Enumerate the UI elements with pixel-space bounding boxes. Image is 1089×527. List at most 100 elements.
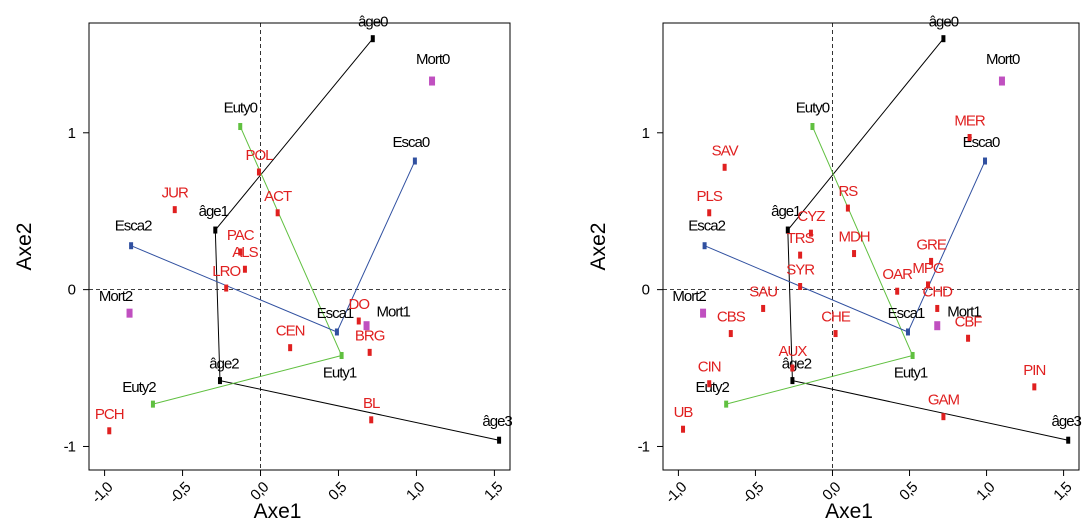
point-label-mort0: Mort0 [986,51,1020,68]
point-als [242,265,247,273]
series-line-age [214,38,500,441]
point-mpg [926,281,931,289]
x-tick-label: -0,5 [739,479,767,507]
point-label-pin: PIN [1023,362,1045,379]
point-label-age3: âge3 [1052,413,1082,430]
point-label-cen: CEN [276,323,305,340]
point-label-mpg: MPG [912,260,944,277]
y-tick-label: 0 [68,282,76,299]
point-label-pol: POL [245,147,273,164]
point-age2 [790,377,795,385]
point-trs [798,251,803,259]
point-label-gre: GRE [916,236,947,253]
point-label-euty1: Euty1 [323,365,357,382]
point-euty2 [724,400,729,408]
point-age1 [213,226,218,234]
point-label-euty2: Euty2 [122,379,156,396]
point-label-lro: LRO [212,263,240,280]
point-oar [895,287,900,295]
x-axis-label: Axe1 [254,500,302,522]
point-pls [707,209,712,217]
point-gam [941,413,946,421]
point-label-chd: CHD [923,283,954,300]
point-cen [288,344,293,352]
x-tick-label: -1,0 [88,479,116,507]
point-brg [367,348,372,356]
point-label-act: ACT [264,188,292,205]
point-label-syr: SYR [786,261,815,278]
point-cin [707,380,712,388]
point-lro [224,284,229,292]
point-mort0 [429,76,436,86]
point-label-trs: TRS [787,230,815,247]
x-tick-label: 1,5 [1050,479,1075,504]
point-label-oar: OAR [882,266,913,283]
point-label-esca2: Esca2 [688,218,725,235]
point-label-euty2: Euty2 [695,379,729,396]
point-label-esca0: Esca0 [963,134,1000,151]
point-euty1 [910,352,915,360]
point-euty0 [810,123,815,131]
y-tick-label: 1 [68,125,76,142]
point-age3 [497,436,502,444]
point-mer [967,133,972,141]
point-label-age2: âge2 [209,356,239,373]
point-age3 [1066,436,1071,444]
panel-1: -1,0 -0,5 0,0 0,5 1,0 1,5-101Axe1Axe2âge0âge1… [13,14,513,523]
point-label-bl: BL [363,395,380,412]
point-label-euty0: Euty0 [796,100,830,117]
point-syr [798,282,803,290]
point-mort1 [934,321,941,331]
point-label-esca2: Esca2 [115,218,152,235]
point-label-sav: SAV [712,142,739,159]
point-label-age2: âge2 [782,356,812,373]
x-tick-label: 0,5 [896,479,921,504]
x-tick-label: 0,5 [325,479,350,504]
point-esca1 [905,328,910,336]
point-label-che: CHE [821,309,851,326]
point-label-cbf: CBF [955,313,983,330]
point-label-cin: CIN [698,359,721,376]
point-jur [172,206,177,214]
point-act [275,209,280,217]
plot-frame [662,22,1080,471]
series-line-euty [152,126,343,405]
point-label-esca1: Esca1 [888,305,925,322]
point-label-mort2: Mort2 [672,288,706,305]
point-label-euty1: Euty1 [894,365,928,382]
point-euty1 [339,352,344,360]
point-age0 [370,35,375,43]
point-label-sau: SAU [749,283,777,300]
point-label-age0: âge0 [929,14,959,31]
point-label-pch: PCH [95,406,124,423]
point-pol [256,168,261,176]
point-label-mort1: Mort1 [947,304,981,321]
x-tick-label: -0,5 [166,479,194,507]
point-label-als: ALS [232,244,258,261]
point-label-cyz: CYZ [797,208,825,225]
point-age1 [785,226,790,234]
point-mort1 [363,321,370,331]
point-bl [369,416,374,424]
point-mdh [852,250,857,258]
point-label-age3: âge3 [482,413,512,430]
x-tick-label: 1,0 [403,479,428,504]
plot-frame [88,22,511,471]
point-label-jur: JUR [162,185,189,202]
point-gre [929,257,934,265]
point-euty2 [150,400,155,408]
x-tick-label: -1,0 [662,479,690,507]
point-che [833,330,838,338]
x-tick-label: 1,5 [481,479,506,504]
y-tick-label: -1 [638,438,650,455]
point-euty0 [238,123,243,131]
point-rs [845,204,850,212]
point-label-age0: âge0 [358,14,388,31]
point-sau [761,304,766,312]
point-label-ub: UB [674,404,694,421]
point-label-age1: âge1 [199,203,229,220]
point-esca2 [129,242,134,250]
point-esca1 [334,328,339,336]
point-esca2 [702,242,707,250]
